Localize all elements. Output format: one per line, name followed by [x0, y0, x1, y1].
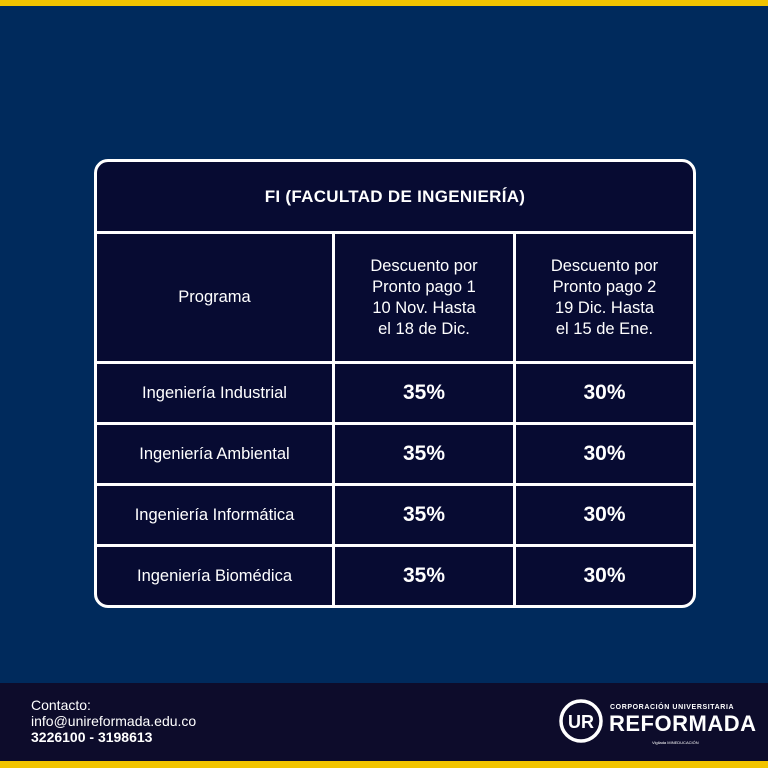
header-programa: Programa	[97, 234, 335, 364]
table-row: Ingeniería Industrial 35% 30%	[97, 364, 693, 425]
footer-bar: Contacto: info@unireformada.edu.co 32261…	[0, 683, 768, 761]
contact-phones: 3226100 - 3198613	[31, 729, 153, 745]
discount-2-value: 30%	[516, 486, 693, 547]
program-name: Ingeniería Biomédica	[97, 547, 335, 605]
logo-monogram: UR	[568, 712, 594, 732]
table-header-row: Programa Descuento por Pronto pago 1 10 …	[97, 234, 693, 364]
discount-1-value: 35%	[335, 364, 516, 425]
table-row: Ingeniería Informática 35% 30%	[97, 486, 693, 547]
discount-2-value: 30%	[516, 425, 693, 486]
header-descuento-2-line: Descuento por	[550, 256, 659, 275]
header-descuento-2-line: Pronto pago 2	[552, 277, 657, 296]
table-title-row: FI (FACULTAD DE INGENIERÍA)	[97, 162, 693, 234]
header-descuento-2-line: el 15 de Ene.	[555, 319, 654, 338]
ur-monogram-icon: UR	[559, 699, 603, 743]
logo-main-text: REFORMADA	[609, 711, 757, 736]
program-name: Ingeniería Ambiental	[97, 425, 335, 486]
header-descuento-2: Descuento por Pronto pago 2 19 Dic. Hast…	[516, 234, 693, 364]
logo-sub-text: Vigilada MINEDUCACIÓN	[652, 740, 699, 745]
header-descuento-1-line: Descuento por	[370, 256, 478, 275]
university-logo: UR CORPORACIÓN UNIVERSITARIA REFORMADA V…	[558, 698, 756, 750]
logo-top-text: CORPORACIÓN UNIVERSITARIA	[610, 704, 735, 711]
discount-2-value: 30%	[516, 364, 693, 425]
top-accent-stripe	[0, 0, 768, 6]
program-name: Ingeniería Informática	[97, 486, 335, 547]
header-descuento-2-line: 19 Dic. Hasta	[554, 298, 655, 317]
header-descuento-1-line: el 18 de Dic.	[378, 319, 470, 338]
discount-1-value: 35%	[335, 547, 516, 605]
table-row: Ingeniería Ambiental 35% 30%	[97, 425, 693, 486]
discount-2-value: 30%	[583, 564, 626, 587]
contact-email[interactable]: info@unireformada.edu.co	[31, 713, 197, 729]
header-descuento-1: Descuento por Pronto pago 1 10 Nov. Hast…	[335, 234, 516, 364]
discount-1-value: 35%	[335, 425, 516, 486]
contact-label: Contacto:	[31, 697, 91, 713]
header-descuento-1-line: 10 Nov. Hasta	[372, 298, 476, 317]
bottom-accent-stripe	[0, 761, 768, 768]
program-name: Ingeniería Industrial	[97, 364, 335, 425]
table-row: Ingeniería Biomédica 35% 30%	[97, 547, 693, 605]
discount-table: FI (FACULTAD DE INGENIERÍA) Programa Des…	[94, 159, 696, 608]
header-descuento-1-line: Pronto pago 1	[372, 277, 476, 296]
table-title: FI (FACULTAD DE INGENIERÍA)	[97, 162, 693, 234]
discount-1-value: 35%	[335, 486, 516, 547]
